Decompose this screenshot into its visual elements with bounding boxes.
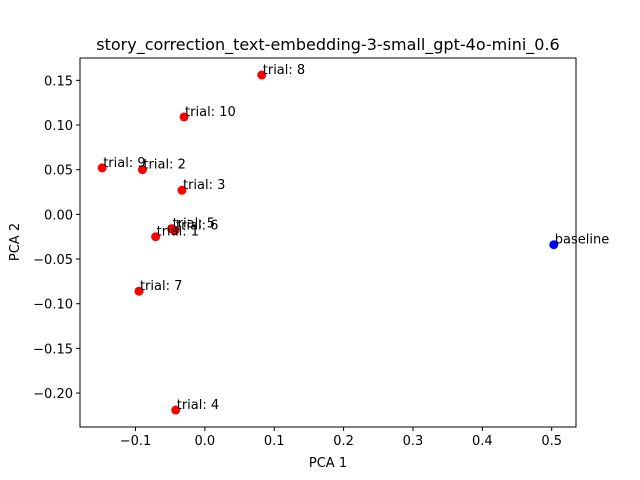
x-axis: −0.1 0.0 0.1 0.2 0.3 0.4 0.5 [120,427,562,449]
point-label: trial: 1 [157,225,199,240]
x-tick-label: 0.4 [472,434,493,449]
point-label: trial: 8 [263,63,305,78]
x-tick-label: 0.0 [195,434,216,449]
data-point [170,225,180,235]
data-point [134,286,144,296]
x-tick-label: −0.1 [120,434,152,449]
point-label: trial: 5 [173,217,215,232]
point-label: trial: 6 [176,218,218,233]
data-point [171,405,181,415]
data-point [151,232,161,242]
data-point [177,185,187,195]
data-points [97,70,559,415]
y-tick-label: −0.05 [33,253,73,268]
point-label: trial: 4 [177,398,219,413]
x-tick-label: 0.2 [333,434,354,449]
x-tick-label: 0.5 [541,434,562,449]
x-axis-label: PCA 1 [309,456,347,471]
y-tick-label: −0.15 [33,342,73,357]
chart-title: story_correction_text-embedding-3-small_… [96,35,559,55]
data-point [257,70,267,80]
y-axis-label: PCA 2 [8,223,23,261]
y-tick-label: 0.05 [44,164,73,179]
point-label: trial: 3 [183,178,225,193]
y-tick-label: −0.10 [33,298,73,313]
data-point [549,240,559,250]
y-axis: 0.15 0.10 0.05 0.00 −0.05 −0.10 −0.15 −0.20 [33,74,80,402]
x-tick-label: 0.1 [264,434,285,449]
x-tick-label: 0.3 [403,434,424,449]
point-label: trial: 7 [140,279,182,294]
y-tick-label: 0.00 [44,208,73,223]
y-tick-label: 0.15 [44,74,73,89]
point-label: trial: 9 [103,156,145,171]
point-label: trial: 2 [143,158,185,173]
point-label: trial: 10 [185,105,236,120]
data-point [137,165,147,175]
point-label: baseline [555,233,609,248]
y-tick-label: −0.20 [33,387,73,402]
data-point [179,112,189,122]
plot-area [79,57,577,428]
y-tick-label: 0.10 [44,119,73,134]
data-point [97,163,107,173]
